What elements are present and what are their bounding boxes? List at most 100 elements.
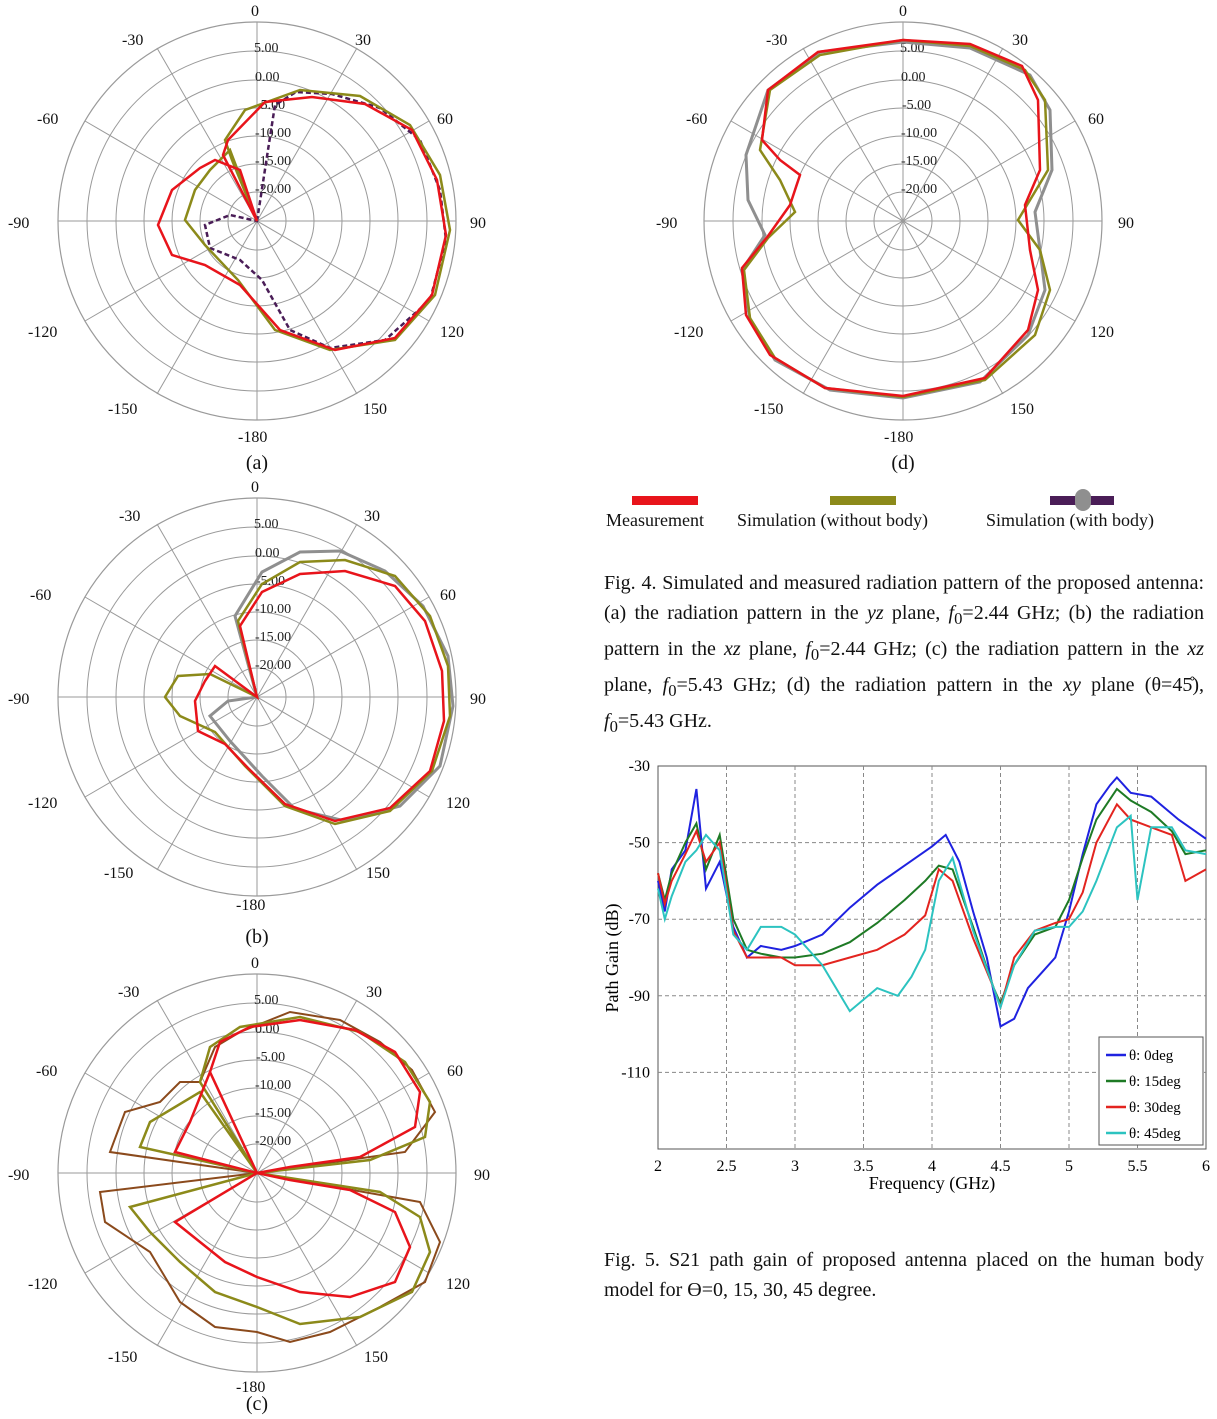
angle-label-minus120: -120 xyxy=(674,324,703,341)
ring-label-5: 5.00 xyxy=(254,41,279,56)
ring-label-minus10: -10.00 xyxy=(255,126,291,141)
path-gain-chart: 2 2.5 3 3.5 4 4.5 5 5.5 6 -30 -50 -70 -90 -110 Frequ… xyxy=(602,758,1210,1194)
ring-label-0: 0.00 xyxy=(901,70,926,85)
fig4-caption: Fig. 4. Simulated and measured radiation… xyxy=(604,568,1204,742)
measurement-curve xyxy=(156,95,448,352)
angle-label-minus120: -120 xyxy=(28,1276,57,1293)
polar-grid xyxy=(57,973,457,1373)
ring-label-0: 0.00 xyxy=(255,546,280,561)
y-tick-label: -30 xyxy=(629,758,650,775)
sim-without-body-curve xyxy=(183,88,452,352)
x-tick-label: 5 xyxy=(1065,1158,1073,1175)
caption-text: plane, xyxy=(883,602,949,624)
series-line xyxy=(657,802,1207,1011)
fig4-legend: Measurement Simulation (without body) Si… xyxy=(600,486,1200,546)
angle-label-minus150: -150 xyxy=(754,401,783,418)
angle-label-minus180: -180 xyxy=(884,429,913,446)
legend-label: θ: 0deg xyxy=(1129,1048,1174,1064)
y-tick-label: -110 xyxy=(621,1064,650,1081)
polar-grid xyxy=(57,497,457,897)
angle-label-minus90: -90 xyxy=(8,1167,29,1184)
x-axis-label: Frequency (GHz) xyxy=(869,1173,995,1194)
angle-label-minus60: -60 xyxy=(686,111,707,128)
subfig-label-c: (c) xyxy=(245,1393,269,1415)
ring-label-minus10: -10.00 xyxy=(901,126,937,141)
polar-plot-b: 0 30 60 90 120 150 -180 -150 -120 -90 -6… xyxy=(8,479,486,914)
series-line xyxy=(657,813,1207,1013)
x-tick-label: 6 xyxy=(1202,1158,1210,1175)
angle-label-30: 30 xyxy=(366,984,382,1001)
caption-text: plane, xyxy=(740,638,806,660)
angle-label-90: 90 xyxy=(470,691,486,708)
x-tick-label: 4 xyxy=(928,1158,936,1175)
angle-label-120: 120 xyxy=(1090,324,1114,341)
legend-label-sim-with: Simulation (with body) xyxy=(986,510,1154,530)
angle-label-120: 120 xyxy=(446,1276,470,1293)
angle-label-0: 0 xyxy=(899,3,907,20)
angle-label-minus30: -30 xyxy=(766,32,787,49)
legend-label: θ: 15deg xyxy=(1129,1074,1181,1090)
angle-label-minus150: -150 xyxy=(108,401,137,418)
angle-label-30: 30 xyxy=(355,32,371,49)
angle-label-minus30: -30 xyxy=(122,32,143,49)
caption-sub: 0 xyxy=(609,717,618,736)
chart-series xyxy=(657,775,1207,1028)
x-tick-label: 2 xyxy=(654,1158,662,1175)
angle-label-minus150: -150 xyxy=(108,1349,137,1366)
caption-italic: xy xyxy=(1063,674,1081,696)
subfig-label-a: (a) xyxy=(245,452,269,474)
legend-swatch-sim-without xyxy=(830,496,896,505)
legend-marker-sim-with xyxy=(1075,489,1091,511)
subfig-label-d: (d) xyxy=(891,452,915,474)
polar-grid xyxy=(703,21,1103,421)
ring-label-minus20: -20.00 xyxy=(901,182,937,197)
ring-label-minus5: -5.00 xyxy=(902,98,931,113)
angle-label-minus180: -180 xyxy=(238,429,267,446)
caption-italic: f xyxy=(662,674,669,696)
polar-plot-c: 0 30 60 90 120 150 -180 -150 -120 -90 -6… xyxy=(8,955,490,1396)
angle-label-minus180: -180 xyxy=(236,1379,265,1396)
ring-label-minus10: -10.00 xyxy=(255,1078,291,1093)
sim-without-body-curve xyxy=(163,558,452,826)
measurement-curve xyxy=(740,38,1042,398)
angle-label-90: 90 xyxy=(1118,215,1134,232)
caption-sub: 0 xyxy=(810,645,820,664)
angle-label-minus90: -90 xyxy=(8,691,29,708)
angle-label-minus120: -120 xyxy=(28,795,57,812)
caption-text: plane (θ=45̊), xyxy=(1080,674,1204,696)
ring-label-minus20: -20.00 xyxy=(255,182,291,197)
angle-label-90: 90 xyxy=(474,1167,490,1184)
polar-plot-d: 0 30 60 90 120 150 -180 -150 -120 -90 -6… xyxy=(656,3,1134,446)
angle-label-minus30: -30 xyxy=(118,984,139,1001)
y-tick-label: -50 xyxy=(629,835,650,852)
legend-swatch-measurement xyxy=(632,496,698,505)
series-line xyxy=(657,775,1207,1028)
ring-label-minus20: -20.00 xyxy=(255,1134,291,1149)
legend-label: θ: 30deg xyxy=(1129,1100,1181,1116)
x-tick-label: 4.5 xyxy=(991,1158,1011,1175)
y-tick-labels: -30 -50 -70 -90 -110 xyxy=(621,758,650,1081)
angle-label-0: 0 xyxy=(251,955,259,972)
angle-label-minus120: -120 xyxy=(28,324,57,341)
caption-text: =5.43 GHz; (d) the radiation pattern in … xyxy=(676,674,1064,696)
x-tick-label: 5.5 xyxy=(1128,1158,1148,1175)
chart-legend: θ: 0deg θ: 15deg θ: 30deg θ: 45deg xyxy=(1098,1036,1204,1146)
sim-with-body-curve xyxy=(203,90,448,350)
subfig-label-b: (b) xyxy=(245,926,269,948)
ring-label-5: 5.00 xyxy=(254,993,279,1008)
ring-label-minus15: -15.00 xyxy=(255,1106,291,1121)
caption-italic: f xyxy=(948,602,955,624)
measurement-curve xyxy=(193,569,446,823)
legend-label-measurement: Measurement xyxy=(606,510,704,530)
sim-with-body-curve xyxy=(207,549,455,823)
ring-label-minus20: -20.00 xyxy=(255,658,291,673)
angle-label-60: 60 xyxy=(447,1063,463,1080)
angle-label-30: 30 xyxy=(364,508,380,525)
polar-plot-a: 0 30 60 90 120 150 -180 -150 -120 -90 -6… xyxy=(8,3,486,446)
angle-label-150: 150 xyxy=(363,401,387,418)
ring-label-minus5: -5.00 xyxy=(256,1050,285,1065)
angle-label-150: 150 xyxy=(366,865,390,882)
angle-label-60: 60 xyxy=(1088,111,1104,128)
caption-sub: 0 xyxy=(668,681,677,700)
angle-label-minus90: -90 xyxy=(656,215,677,232)
